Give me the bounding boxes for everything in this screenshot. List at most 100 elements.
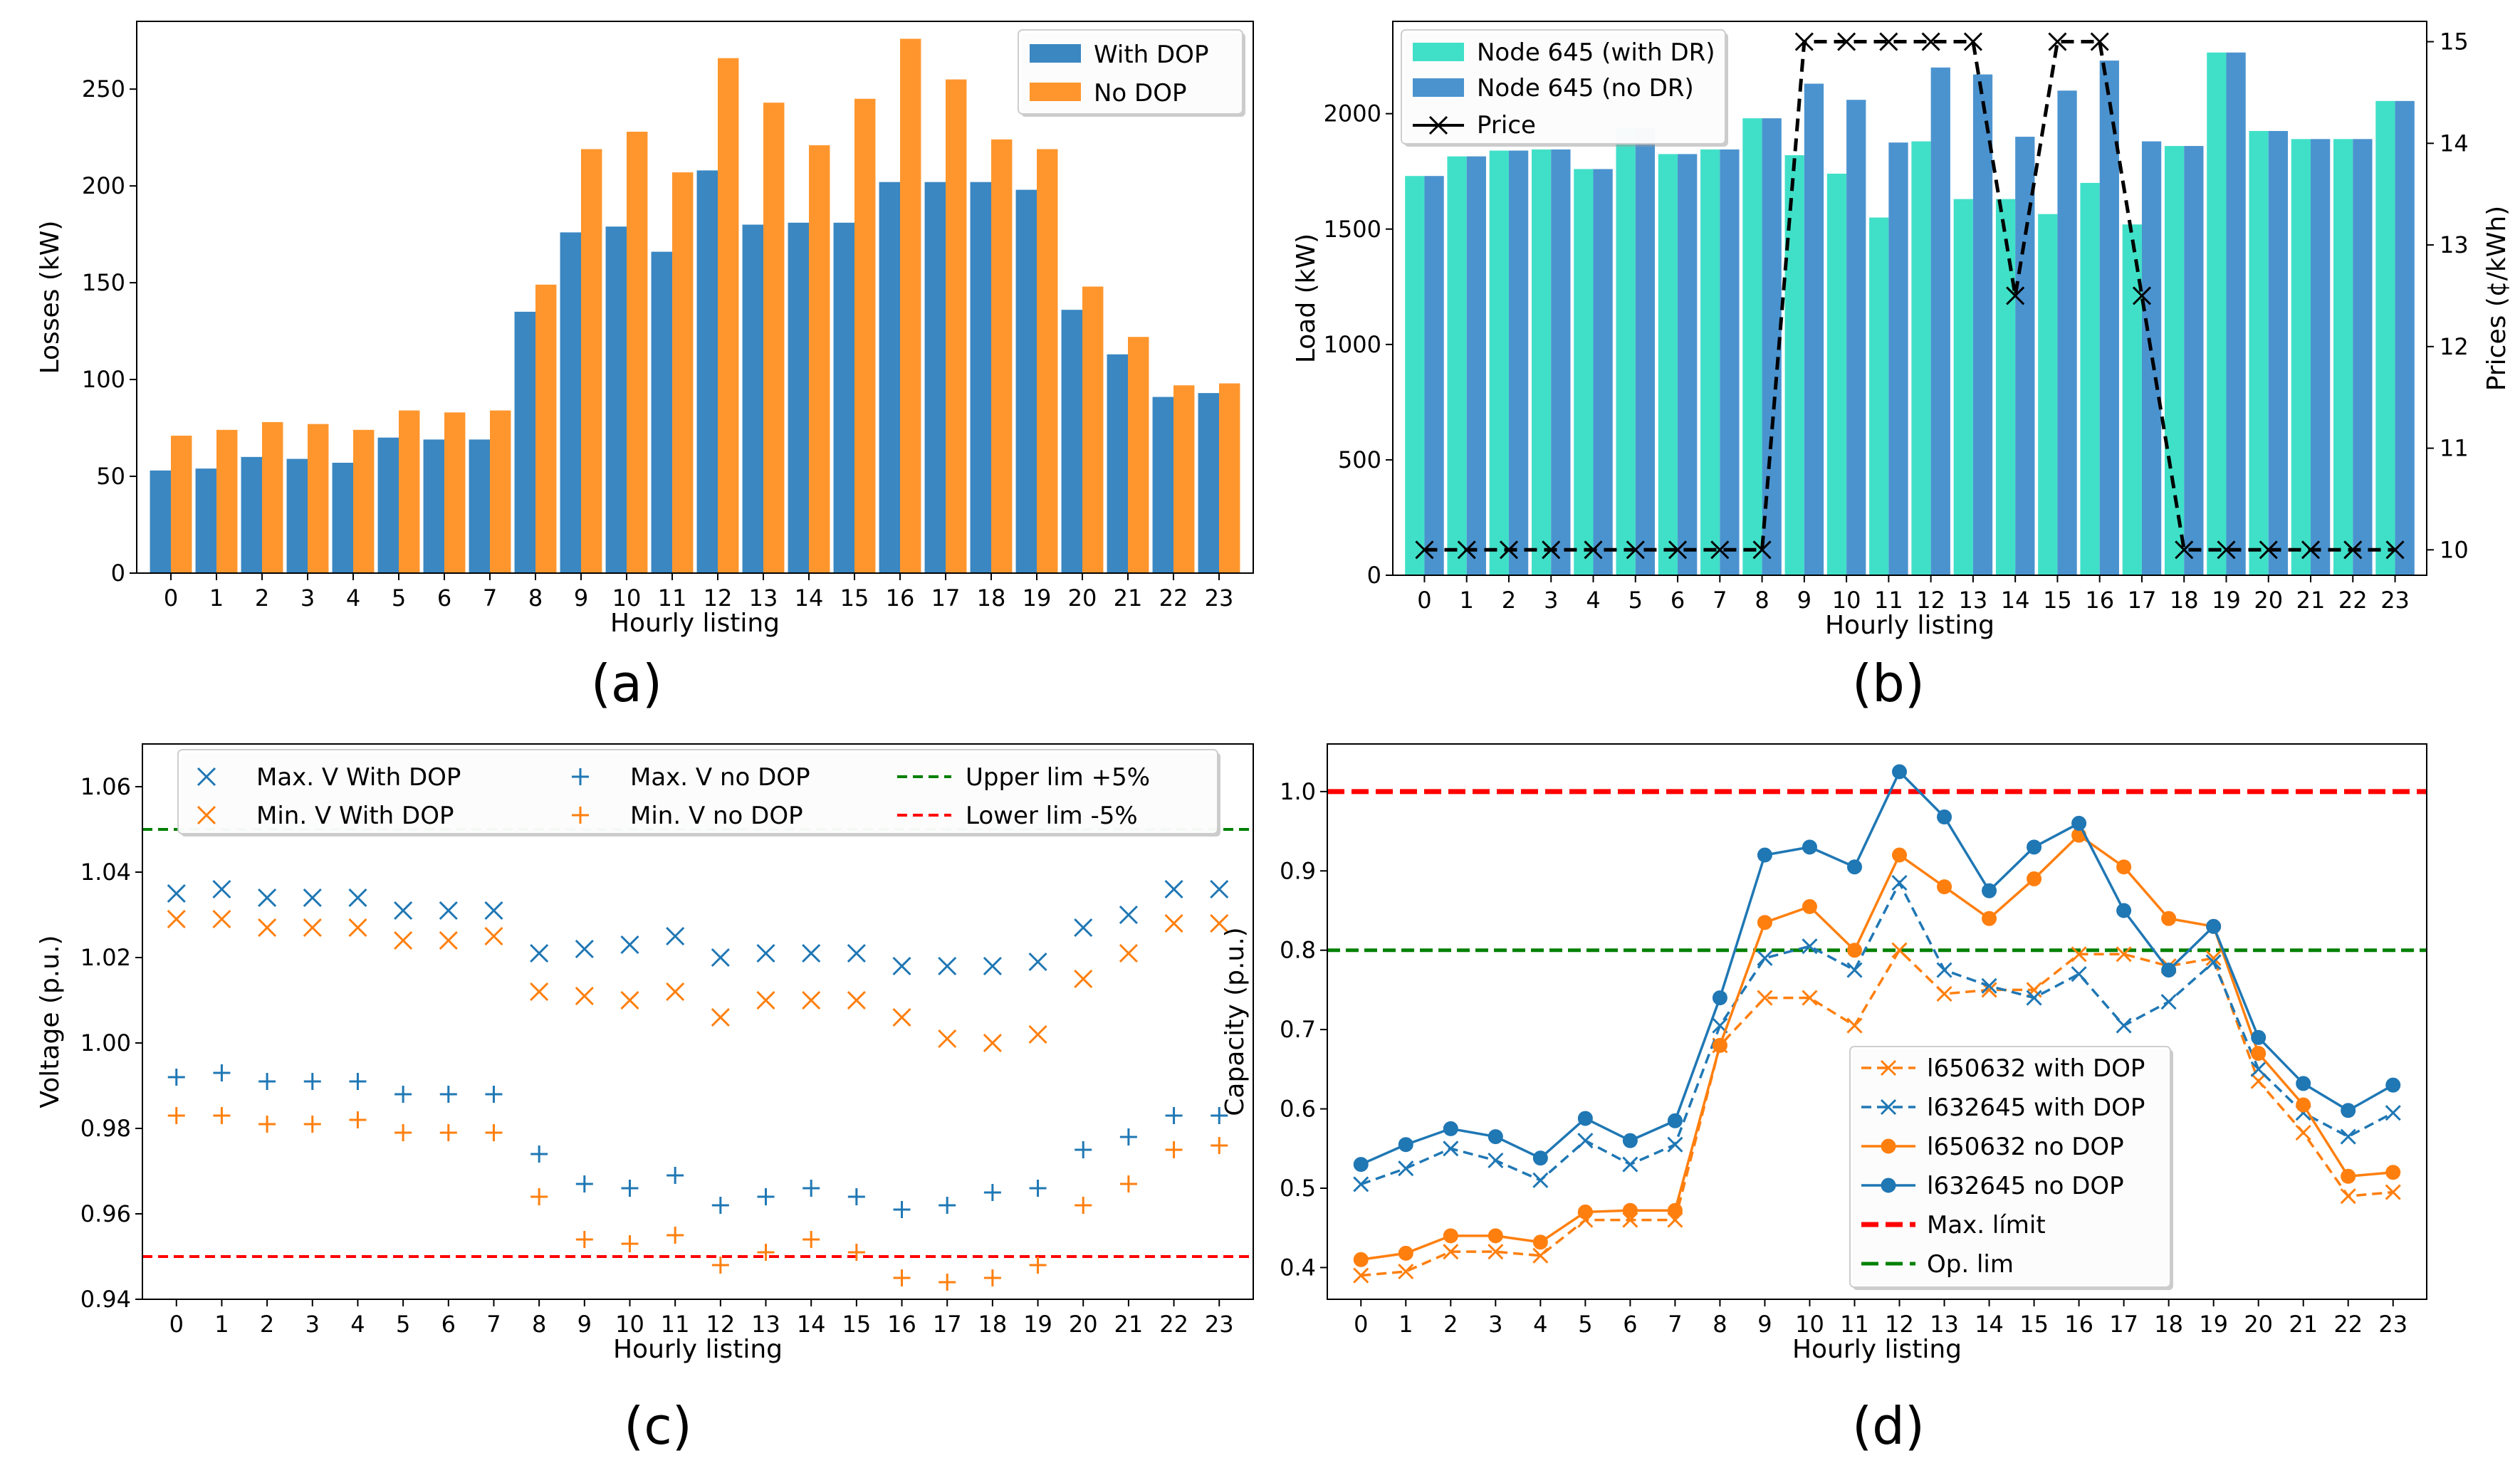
- legend-label: l650632 no DOP: [1927, 1133, 2124, 1161]
- series-marker: [1982, 883, 1997, 898]
- x-tick-label: 19: [1023, 1311, 1052, 1338]
- bar-no-dop: [627, 132, 648, 573]
- bar-no-dr: [1720, 149, 1740, 576]
- price-marker: [2343, 540, 2363, 560]
- series-marker: [2205, 954, 2222, 970]
- x-tick-label: 20: [2254, 587, 2283, 614]
- y-tick-label: 0.5: [1280, 1175, 1316, 1202]
- series-marker: [1712, 990, 1727, 1006]
- scatter-point: [1164, 879, 1183, 899]
- legend-label: Node 645 (with DR): [1477, 38, 1715, 67]
- y-right-axis-label: Prices (¢/kWh): [2482, 206, 2511, 391]
- x-tick-label: 14: [795, 584, 824, 612]
- x-tick-label: 0: [1417, 587, 1431, 614]
- bar-no-dr: [1930, 67, 1950, 576]
- legend-label: With DOP: [1094, 41, 1208, 69]
- bar-with-dop: [924, 182, 946, 573]
- scatter-point: [711, 1007, 730, 1027]
- series-marker: [1802, 938, 1818, 955]
- x-tick-label: 5: [396, 1311, 410, 1338]
- bar-no-dop: [216, 429, 238, 573]
- scatter-point: [847, 1244, 865, 1261]
- bar-with-dr: [1658, 154, 1678, 576]
- x-tick-label: 6: [441, 1311, 456, 1338]
- x-tick-label: 11: [1840, 1311, 1869, 1338]
- price-marker: [1963, 32, 1982, 51]
- bar-no-dr: [1551, 149, 1571, 576]
- bar-no-dop: [308, 424, 329, 573]
- bar-with-dr: [1447, 156, 1467, 575]
- bar-no-dop: [763, 103, 785, 574]
- bar-no-dr: [1972, 74, 1993, 575]
- series-marker: [2161, 911, 2177, 926]
- x-tick-label: 18: [2154, 1311, 2183, 1338]
- series-marker: [2161, 963, 2177, 978]
- scatter-point: [258, 1073, 276, 1090]
- bar-with-dop: [423, 439, 444, 573]
- bar-no-dr: [1424, 176, 1444, 576]
- legend-label: Lower lim -5%: [966, 802, 1138, 830]
- series-marker: [1937, 879, 1952, 895]
- legend-label: Min. V no DOP: [630, 802, 803, 830]
- x-tick-label: 16: [887, 1311, 916, 1338]
- plot-frame: [1392, 21, 2427, 576]
- bar-no-dop: [581, 149, 602, 573]
- bar-no-dop: [399, 410, 420, 573]
- scatter-point: [1028, 952, 1047, 972]
- scatter-point: [1028, 1024, 1047, 1044]
- legend-marker: [1881, 1138, 1896, 1154]
- legend-label: No DOP: [1094, 79, 1187, 108]
- series-marker: [1891, 874, 1908, 891]
- scatter-point: [530, 1188, 548, 1205]
- bar-with-dr: [2333, 139, 2353, 575]
- legend-box: [177, 749, 1218, 834]
- x-tick-label: 0: [169, 1311, 184, 1338]
- y-tick-label: 0.7: [1280, 1016, 1316, 1043]
- bar-with-dop: [286, 458, 308, 573]
- scatter-point: [939, 1274, 956, 1291]
- series-marker: [2385, 1077, 2401, 1093]
- scatter-point: [258, 1116, 276, 1133]
- scatter-point: [349, 1073, 367, 1090]
- y-right-tick-label: 14: [2440, 130, 2469, 157]
- series-marker: [2385, 1184, 2401, 1200]
- x-tick-label: 20: [2244, 1311, 2273, 1338]
- series-marker: [2071, 946, 2087, 963]
- x-tick-label: 17: [933, 1311, 962, 1338]
- bar-no-dop: [490, 410, 511, 573]
- plot-frame: [136, 21, 1254, 574]
- x-tick-label: 9: [1797, 587, 1811, 614]
- series-marker: [1757, 990, 1773, 1006]
- bar-no-dop: [1173, 385, 1195, 573]
- series-marker: [1353, 1267, 1369, 1284]
- y-tick-label: 0.6: [1280, 1096, 1316, 1123]
- series-marker: [1577, 1204, 1593, 1220]
- series-marker: [2071, 966, 2087, 982]
- series-marker: [2026, 990, 2042, 1006]
- bar-with-dr: [1869, 217, 1889, 575]
- y-tick-label: 1.02: [80, 944, 131, 971]
- x-axis-label: Hourly listing: [613, 1335, 783, 1364]
- x-tick-label: 4: [1533, 1311, 1547, 1338]
- bar-with-dr: [1616, 127, 1636, 575]
- x-tick-label: 3: [300, 584, 315, 612]
- bar-no-dr: [2395, 100, 2415, 575]
- x-tick-label: 4: [1586, 587, 1600, 614]
- series-marker: [1712, 1037, 1727, 1053]
- scatter-point: [439, 930, 458, 950]
- bar-with-dop: [696, 170, 718, 573]
- bar-with-dr: [1784, 155, 1804, 575]
- scatter-point: [1119, 943, 1138, 963]
- x-tick-label: 23: [1205, 584, 1234, 612]
- x-tick-label: 20: [1068, 584, 1097, 612]
- series-marker: [2250, 1061, 2267, 1077]
- scatter-point: [756, 990, 775, 1010]
- price-marker: [2385, 540, 2405, 560]
- price-marker: [2301, 540, 2321, 560]
- bar-with-dr: [1995, 199, 2016, 575]
- scatter-point: [575, 939, 594, 959]
- legend-swatch: [1030, 83, 1081, 101]
- bar-no-dop: [718, 58, 739, 573]
